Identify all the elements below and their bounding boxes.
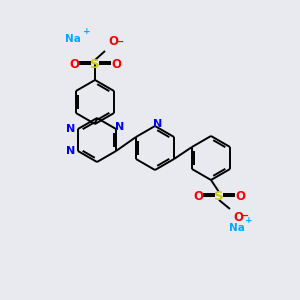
Text: +: + <box>245 216 253 225</box>
Text: N: N <box>66 124 76 134</box>
Text: N: N <box>153 119 163 129</box>
Text: Na: Na <box>65 34 81 44</box>
Text: N: N <box>66 146 76 156</box>
Text: O: O <box>193 190 203 202</box>
Text: Na: Na <box>229 223 245 233</box>
Text: +: + <box>83 27 91 36</box>
Text: −: − <box>240 211 249 221</box>
Text: O: O <box>69 58 79 70</box>
Text: O: O <box>235 190 245 202</box>
Text: S: S <box>214 190 224 202</box>
Text: O: O <box>111 58 121 70</box>
Text: N: N <box>116 122 125 132</box>
Text: S: S <box>90 58 100 70</box>
Text: O: O <box>233 211 243 224</box>
Text: O: O <box>108 35 118 48</box>
Text: −: − <box>115 37 124 47</box>
